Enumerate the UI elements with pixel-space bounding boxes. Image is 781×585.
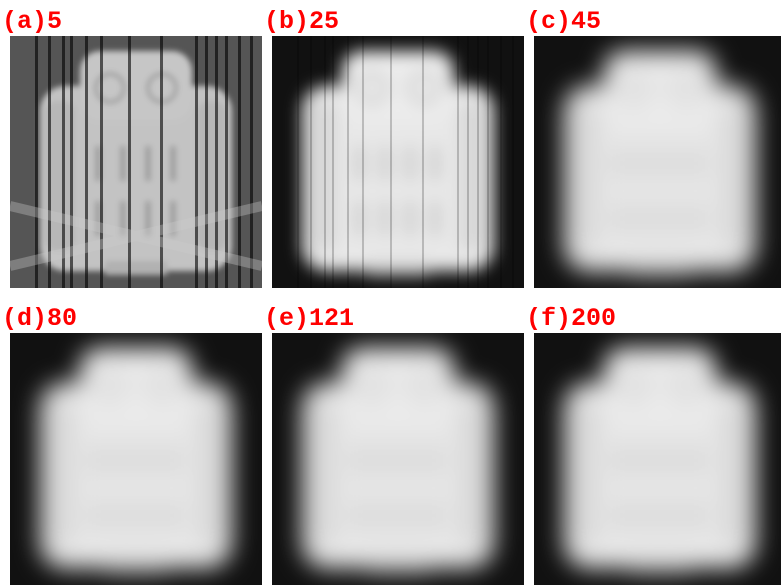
panel: (d)80 bbox=[2, 304, 262, 585]
panel-label: (b)25 bbox=[264, 7, 339, 36]
streak bbox=[390, 36, 392, 288]
reconstruction-image bbox=[10, 36, 262, 288]
streak bbox=[324, 36, 326, 288]
panel-label: (c)45 bbox=[526, 7, 601, 36]
panel-label: (f)200 bbox=[526, 304, 616, 333]
streak bbox=[467, 36, 469, 288]
reconstruction-image bbox=[534, 333, 781, 585]
panel: (b)25 bbox=[264, 7, 524, 288]
streak bbox=[500, 36, 502, 288]
reconstruction-image bbox=[10, 333, 262, 585]
streak bbox=[225, 36, 228, 288]
streak bbox=[477, 36, 479, 288]
streak bbox=[487, 36, 489, 288]
streak bbox=[160, 36, 163, 288]
streak bbox=[310, 36, 312, 288]
streak bbox=[250, 36, 253, 288]
streak bbox=[362, 36, 364, 288]
panel: (a)5 bbox=[2, 7, 262, 288]
reconstruction-image bbox=[534, 36, 781, 288]
panel-label: (a)5 bbox=[2, 7, 62, 36]
figure: (a)5 (b)25 (c)45 (d)80 (e)121 (f)200 bbox=[0, 0, 781, 585]
panel-label: (d)80 bbox=[2, 304, 77, 333]
streak bbox=[422, 36, 424, 288]
streak bbox=[35, 36, 38, 288]
streak bbox=[238, 36, 241, 288]
panel-label: (e)121 bbox=[264, 304, 354, 333]
panel: (e)121 bbox=[264, 304, 524, 585]
streak bbox=[128, 36, 131, 288]
reconstruction-image bbox=[272, 333, 524, 585]
streak bbox=[297, 36, 299, 288]
streak bbox=[332, 36, 334, 288]
streak bbox=[512, 36, 514, 288]
panel: (c)45 bbox=[526, 7, 781, 288]
panel: (f)200 bbox=[526, 304, 781, 585]
streak bbox=[48, 36, 51, 288]
streak bbox=[100, 36, 103, 288]
streak bbox=[457, 36, 459, 288]
reconstruction-image bbox=[272, 36, 524, 288]
streak bbox=[347, 36, 349, 288]
